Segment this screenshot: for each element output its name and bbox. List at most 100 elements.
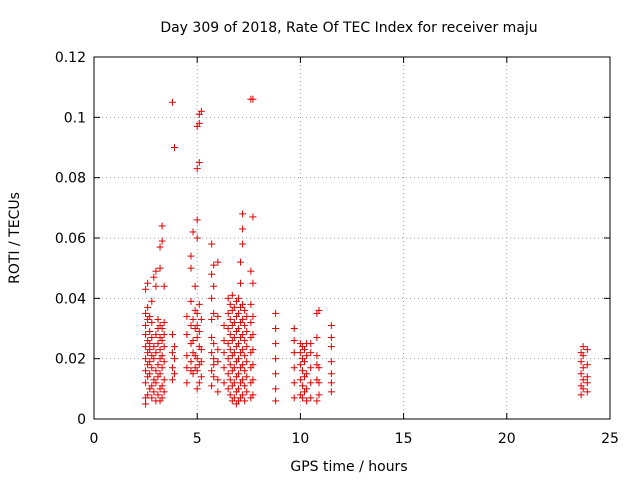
data-point: [583, 346, 591, 354]
data-point: [239, 391, 247, 399]
data-point: [148, 334, 156, 342]
data-point: [234, 370, 242, 378]
data-point: [241, 397, 249, 405]
data-point: [228, 291, 236, 299]
data-point: [158, 237, 166, 245]
data-point: [210, 361, 218, 369]
data-point: [241, 306, 249, 314]
data-point: [224, 385, 232, 393]
data-point: [150, 388, 158, 396]
data-point: [150, 343, 158, 351]
data-point: [296, 376, 304, 384]
data-point: [577, 391, 585, 399]
data-point: [150, 355, 158, 363]
data-point: [183, 331, 191, 339]
y-tick-label: 0.1: [64, 110, 86, 126]
data-point: [224, 309, 232, 317]
data-point: [239, 361, 247, 369]
data-point: [290, 394, 298, 402]
data-point: [142, 379, 150, 387]
x-axis-label: GPS time / hours: [290, 459, 407, 475]
data-point: [189, 337, 197, 345]
data-point: [243, 328, 251, 336]
data-point: [237, 258, 245, 266]
data-point: [168, 331, 176, 339]
data-point: [239, 376, 247, 384]
data-point: [168, 98, 176, 106]
y-tick-label: 0.08: [55, 171, 86, 187]
data-point: [579, 376, 587, 384]
data-point: [315, 391, 323, 399]
data-point: [148, 394, 156, 402]
data-point: [210, 261, 218, 269]
x-tick-label: 5: [193, 431, 202, 447]
data-point: [187, 321, 195, 329]
data-point: [146, 312, 154, 320]
data-point: [303, 352, 311, 360]
data-point: [272, 355, 280, 363]
data-point: [208, 270, 216, 278]
data-point: [146, 370, 154, 378]
x-tick-label: 15: [395, 431, 413, 447]
data-point: [224, 294, 232, 302]
tick-layer: 0 5 10 15 20 25 0 0.02 0.04 0.06 0.08 0.1 0.12: [55, 50, 619, 447]
data-point: [210, 373, 218, 381]
data-point: [214, 376, 222, 384]
data-point: [301, 358, 309, 366]
data-point: [249, 361, 257, 369]
data-point: [158, 337, 166, 345]
data-point: [158, 364, 166, 372]
data-point: [241, 321, 249, 329]
data-point: [241, 337, 249, 345]
data-point: [183, 312, 191, 320]
data-point: [226, 346, 234, 354]
data-point: [152, 331, 160, 339]
data-point: [193, 309, 201, 317]
data-point: [224, 370, 232, 378]
data-point: [168, 349, 176, 357]
data-point: [146, 328, 154, 336]
data-point: [197, 358, 205, 366]
data-point: [315, 364, 323, 372]
data-point: [142, 309, 150, 317]
data-point: [152, 282, 160, 290]
data-point: [243, 358, 251, 366]
data-point: [195, 300, 203, 308]
data-point: [158, 222, 166, 230]
data-point: [154, 391, 162, 399]
data-point: [148, 364, 156, 372]
data-point: [152, 379, 160, 387]
data-point: [583, 388, 591, 396]
data-point: [154, 315, 162, 323]
data-point: [230, 394, 238, 402]
data-point: [193, 334, 201, 342]
data-point: [272, 370, 280, 378]
y-tick-label: 0.12: [55, 50, 86, 66]
data-point: [220, 321, 228, 329]
data-point: [168, 376, 176, 384]
data-point: [239, 346, 247, 354]
data-point: [187, 297, 195, 305]
data-point: [193, 216, 201, 224]
data-point: [234, 355, 242, 363]
data-point: [158, 382, 166, 390]
data-point: [327, 321, 335, 329]
data-point: [327, 388, 335, 396]
data-point: [272, 397, 280, 405]
data-point: [208, 382, 216, 390]
data-point: [208, 240, 216, 248]
data-point: [156, 370, 164, 378]
data-point: [230, 334, 238, 342]
data-point: [210, 355, 218, 363]
data-point: [307, 394, 315, 402]
data-point: [170, 144, 178, 151]
data-point: [142, 321, 150, 329]
data-point: [298, 394, 306, 402]
y-tick-label: 0.02: [55, 352, 86, 368]
data-point: [230, 318, 238, 326]
data-point: [241, 352, 249, 360]
data-point: [243, 388, 251, 396]
data-point: [214, 358, 222, 366]
points-layer: [142, 95, 591, 408]
